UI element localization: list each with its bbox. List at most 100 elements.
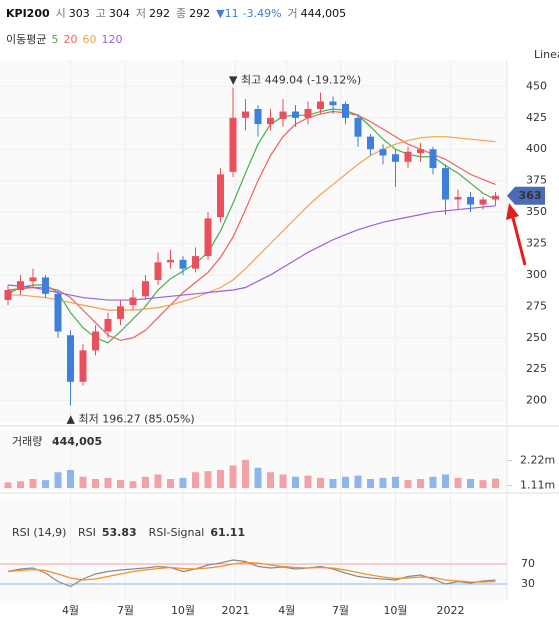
volume-bar	[4, 482, 12, 488]
x-tick-label: 7월	[332, 604, 349, 617]
line	[7, 108, 496, 344]
rsi-pane	[0, 497, 507, 601]
volume-bar	[29, 479, 37, 488]
legend-value: 53.83	[102, 526, 137, 539]
header-text: 304	[109, 7, 130, 20]
pane-value: 444,005	[52, 435, 102, 448]
volume-bar	[229, 465, 237, 488]
line	[7, 559, 496, 588]
volume-bar	[342, 476, 349, 488]
candle-body	[292, 111, 299, 118]
line	[7, 205, 496, 301]
y-tick-label: 30	[521, 577, 535, 590]
candle-body	[154, 262, 162, 280]
x-tick-label: 10월	[383, 604, 407, 617]
y-tick-label: 250	[526, 331, 547, 344]
volume-bar	[467, 479, 474, 488]
volume-bar	[492, 478, 499, 488]
y-tick-label: 1.11m	[520, 479, 555, 492]
volume-bar	[154, 474, 162, 488]
candle-body	[354, 117, 362, 137]
x-tick-label: 2021	[222, 604, 250, 617]
volume-bar	[454, 477, 462, 488]
x-tick-label: 10월	[171, 604, 195, 617]
volume-bar	[317, 477, 324, 488]
volume-bar	[217, 470, 224, 488]
volume-bar	[392, 476, 399, 488]
volume-bar	[204, 471, 212, 488]
header-text: ▼11	[216, 7, 238, 20]
candle-body	[17, 281, 24, 291]
y-tick-label: 425	[526, 111, 547, 124]
candle-body	[4, 290, 12, 301]
y-tick-label: 450	[526, 79, 547, 92]
header-text: 20	[63, 33, 77, 46]
candle-body	[192, 256, 199, 269]
x-tick-label: 2022	[437, 604, 465, 617]
volume-bar	[179, 477, 187, 488]
candle-body	[404, 151, 412, 162]
candle-body	[492, 195, 499, 200]
candle-body	[179, 259, 187, 269]
header-text: 종	[176, 7, 186, 20]
x-tick-label: 4월	[278, 604, 295, 617]
line	[8, 136, 496, 311]
candle-body	[479, 199, 487, 205]
volume-bar	[117, 480, 124, 488]
candle-body	[317, 101, 324, 110]
price-pane	[0, 60, 507, 422]
candle-body	[442, 168, 449, 200]
candle-body	[379, 149, 387, 156]
header-text: 저	[136, 7, 146, 20]
pane-title: 거래량	[12, 435, 42, 448]
line	[7, 561, 496, 583]
volume-bar	[329, 479, 337, 488]
candle-body	[29, 277, 37, 282]
header-text: 60	[82, 33, 96, 46]
candle-body	[92, 331, 99, 351]
header-text: 이동평균	[6, 33, 46, 46]
price-tag	[507, 186, 545, 205]
candle-body	[104, 318, 112, 332]
x-tick-label: 7월	[117, 604, 134, 617]
volume-bar	[379, 477, 387, 488]
volume-bar	[129, 481, 137, 488]
volume-bar	[67, 470, 74, 488]
candle-body	[367, 136, 374, 150]
header-row: KPI200 시 303 고 304 저 292 종 292 ▼11 -3.49% 거 444,005	[6, 7, 346, 20]
y-tick-label: 2.22m	[520, 454, 555, 467]
volume-bar	[254, 467, 262, 488]
legend-value: 61.11	[210, 526, 245, 539]
volume-bar	[17, 481, 24, 488]
candle-body	[67, 335, 74, 382]
y-tick-label: 225	[526, 362, 547, 375]
volume-bar	[367, 479, 374, 488]
volume-bar	[92, 479, 99, 488]
candle-body	[204, 218, 212, 257]
header-text: -3.49%	[243, 7, 282, 20]
candle-body	[267, 117, 274, 125]
annotation: ▼ 최고 449.04 (-19.12%)	[229, 74, 361, 87]
candle-body	[467, 197, 474, 205]
line	[7, 110, 496, 341]
candle-body	[117, 306, 124, 319]
y-tick-label: 275	[526, 299, 547, 312]
header-text: 5	[51, 33, 58, 46]
header-text: 120	[101, 33, 122, 46]
y-tick-label: 325	[526, 237, 547, 250]
legend-name: RSI-Signal	[149, 526, 205, 539]
y-tick-label: 200	[526, 394, 547, 407]
header-row: 이동평균 5 20 60 120	[6, 33, 122, 46]
header-text: 고	[96, 7, 106, 20]
candle-body	[79, 350, 87, 382]
candle-body	[242, 111, 249, 118]
volume-bar	[429, 476, 437, 488]
legend-name: RSI	[78, 526, 96, 539]
volume-bar	[304, 475, 312, 488]
volume-bar	[104, 477, 112, 488]
volume-bar	[442, 474, 449, 488]
volume-bar	[167, 479, 174, 488]
candle-body	[392, 154, 399, 162]
candle-body	[167, 259, 174, 263]
header-text: KPI200	[6, 7, 50, 20]
